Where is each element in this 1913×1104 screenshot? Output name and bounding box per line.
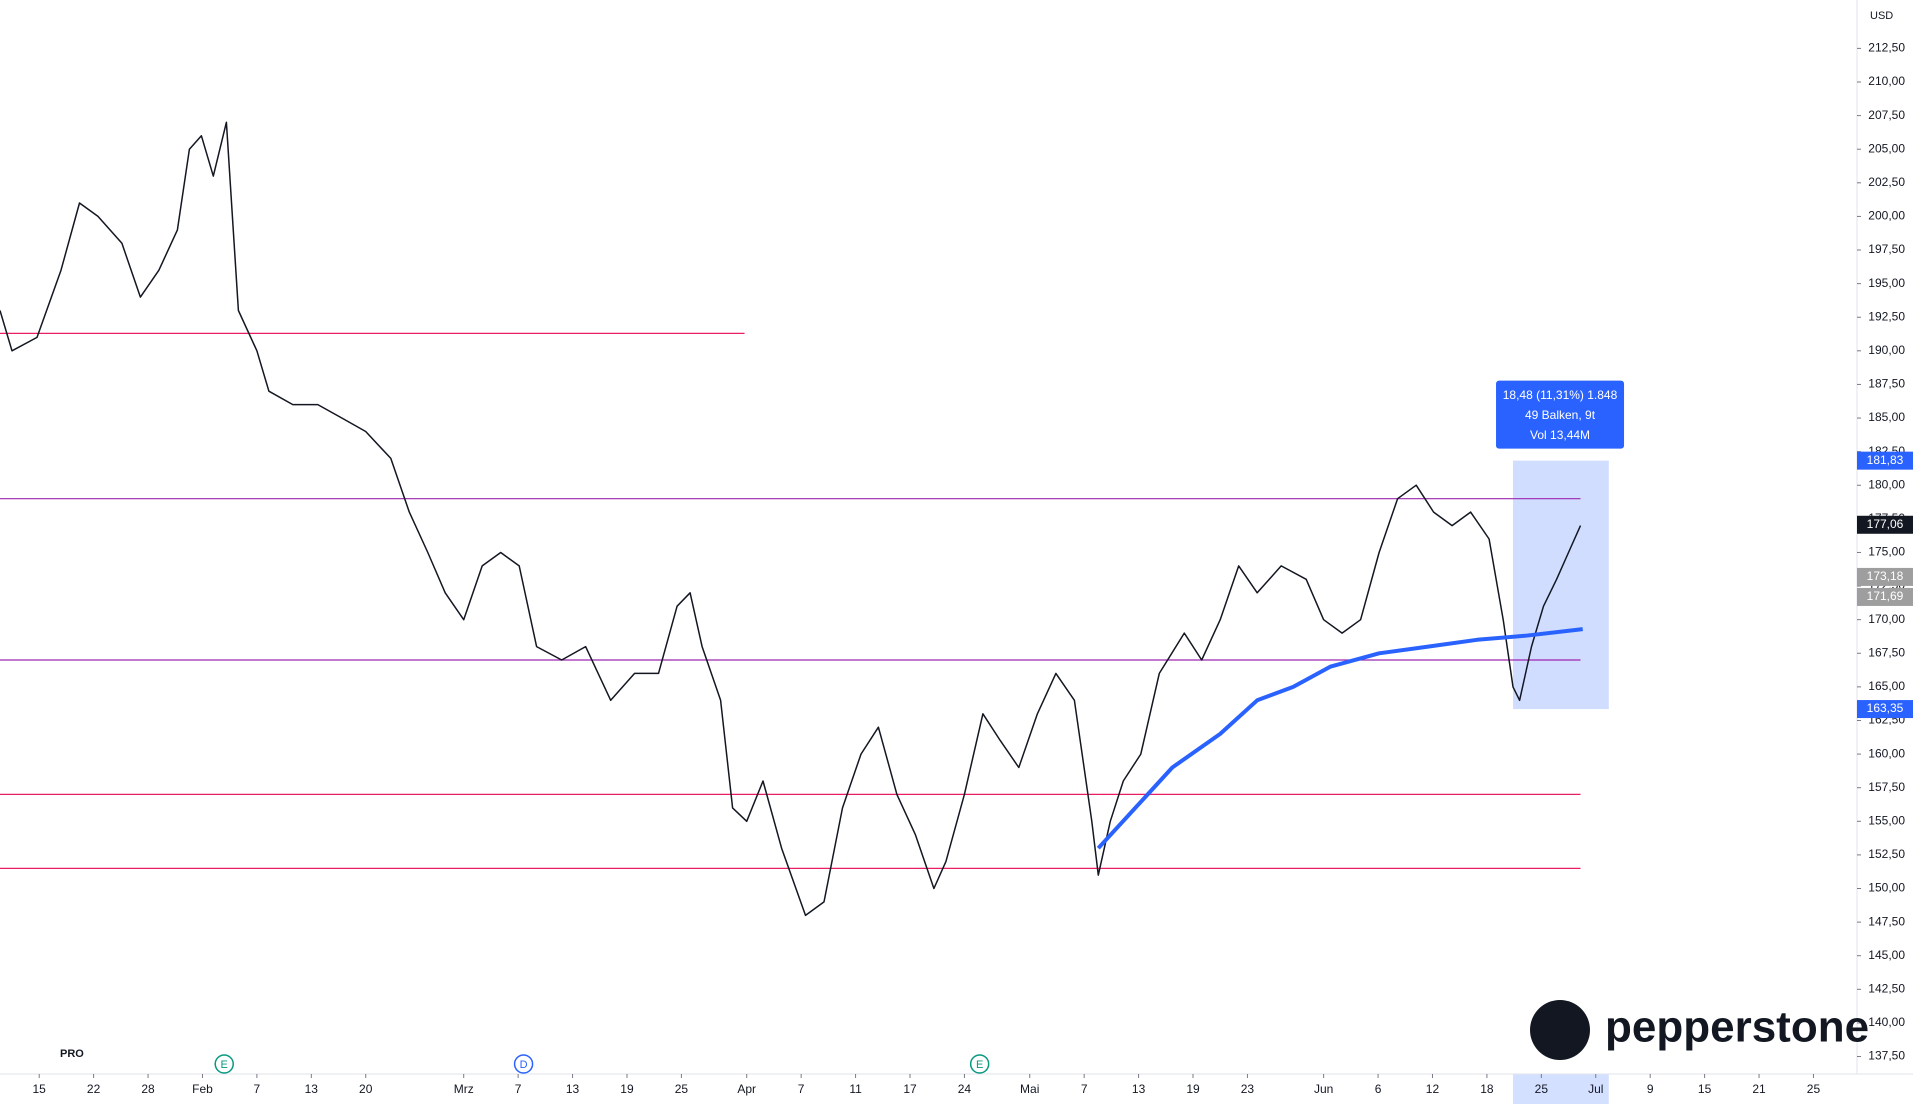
y-tick-label: 150,00 — [1868, 881, 1905, 895]
price-tag — [1857, 515, 1913, 534]
price-tag-label: 181,83 — [1867, 453, 1904, 467]
y-tick-label: 185,00 — [1868, 410, 1905, 424]
measure-label: Vol 13,44M — [1530, 428, 1590, 442]
event-marker — [214, 1054, 234, 1074]
y-tick-label: 147,50 — [1868, 914, 1905, 928]
x-tick-label: 19 — [620, 1082, 634, 1096]
y-tick-label: 160,00 — [1868, 746, 1905, 760]
measure-box — [1513, 460, 1609, 710]
y-tick-label: 142,50 — [1868, 981, 1905, 995]
x-tick-label: 9 — [1647, 1082, 1654, 1096]
x-tick-label: 22 — [87, 1082, 101, 1096]
x-tick-label: 11 — [849, 1082, 862, 1096]
y-tick-label: 200,00 — [1868, 209, 1905, 223]
y-tick-label: 145,00 — [1868, 948, 1905, 962]
x-tick-label: 15 — [33, 1082, 47, 1096]
x-tick-label: 23 — [1241, 1082, 1255, 1096]
x-tick-label: 13 — [1132, 1082, 1146, 1096]
y-tick-label: 195,00 — [1868, 276, 1905, 290]
x-tick-label: 13 — [566, 1082, 580, 1096]
x-tick-label: Jul — [1588, 1082, 1603, 1096]
y-tick-label: 210,00 — [1868, 74, 1905, 88]
event-label: E — [221, 1059, 228, 1071]
x-tick-label: 7 — [254, 1082, 261, 1096]
y-tick-label: 180,00 — [1868, 477, 1905, 491]
y-tick-label: 192,50 — [1868, 309, 1905, 323]
price-tag — [1857, 451, 1913, 470]
y-tick-label: 197,50 — [1868, 242, 1905, 256]
y-tick-label: 190,00 — [1868, 343, 1905, 357]
y-tick-label: 167,50 — [1868, 645, 1905, 659]
x-tick-label: 13 — [305, 1082, 319, 1096]
price-tag-label: 173,18 — [1867, 569, 1904, 583]
x-highlight — [1513, 1074, 1609, 1104]
y-tick-label: 137,50 — [1868, 1049, 1905, 1063]
price-line — [0, 121, 1582, 917]
price-tag — [1857, 587, 1913, 606]
y-tick-label: 170,00 — [1868, 612, 1905, 626]
price-tag-label: 171,69 — [1867, 589, 1904, 603]
y-tick-label: 140,00 — [1868, 1015, 1905, 1029]
price-tag-label: 177,06 — [1867, 517, 1904, 531]
price-line — [1096, 627, 1583, 850]
x-tick-label: Mrz — [454, 1082, 474, 1096]
event-label: D — [520, 1059, 528, 1071]
x-tick-label: 7 — [798, 1082, 805, 1096]
x-tick-label: 15 — [1698, 1082, 1712, 1096]
y-tick-label: 212,50 — [1868, 41, 1905, 55]
x-tick-label: 7 — [515, 1082, 522, 1096]
x-tick-label: 28 — [141, 1082, 155, 1096]
x-tick-label: 17 — [903, 1082, 917, 1096]
badge: PRO — [60, 1048, 84, 1060]
y-tick-label: 207,50 — [1868, 108, 1905, 122]
y-tick-label: 152,50 — [1868, 847, 1905, 861]
price-tag-label: 163,35 — [1867, 701, 1904, 715]
x-tick-label: 25 — [675, 1082, 689, 1096]
brand: pepperstone — [1605, 1003, 1869, 1052]
currency: USD — [1870, 10, 1893, 22]
x-tick-label: Feb — [192, 1082, 213, 1096]
x-tick-label: 25 — [1807, 1082, 1821, 1096]
event-marker — [513, 1054, 534, 1074]
measure-label-bg — [1496, 380, 1625, 449]
x-tick-label: 24 — [958, 1082, 972, 1096]
y-tick-label: 205,00 — [1868, 141, 1905, 155]
price-tag — [1857, 700, 1913, 719]
x-tick-label: Jun — [1314, 1082, 1333, 1096]
y-tick-label: 187,50 — [1868, 377, 1905, 391]
x-tick-label: 6 — [1375, 1082, 1382, 1096]
x-tick-label: 20 — [359, 1082, 373, 1096]
y-tick-label: 165,00 — [1868, 679, 1905, 693]
x-tick-label: Apr — [737, 1082, 756, 1096]
y-tick-label: 202,50 — [1868, 175, 1905, 189]
x-tick-label: 12 — [1426, 1082, 1440, 1096]
y-tick-label: 175,00 — [1868, 545, 1905, 559]
measure-label: 49 Balken, 9t — [1525, 408, 1596, 422]
y-tick-label: 155,00 — [1868, 813, 1905, 827]
x-tick-label: 19 — [1186, 1082, 1200, 1096]
x-tick-label: Mai — [1020, 1082, 1039, 1096]
measure-label: 18,48 (11,31%) 1.848 — [1503, 388, 1618, 402]
price-tag — [1857, 567, 1913, 586]
x-tick-label: 25 — [1535, 1082, 1549, 1096]
event-marker — [969, 1054, 990, 1074]
event-label: E — [976, 1059, 983, 1071]
x-tick-label: 18 — [1480, 1082, 1494, 1096]
x-tick-label: 21 — [1752, 1082, 1766, 1096]
brand-logo — [1530, 1000, 1590, 1060]
y-tick-label: 157,50 — [1868, 780, 1905, 794]
x-tick-label: 7 — [1081, 1082, 1088, 1096]
